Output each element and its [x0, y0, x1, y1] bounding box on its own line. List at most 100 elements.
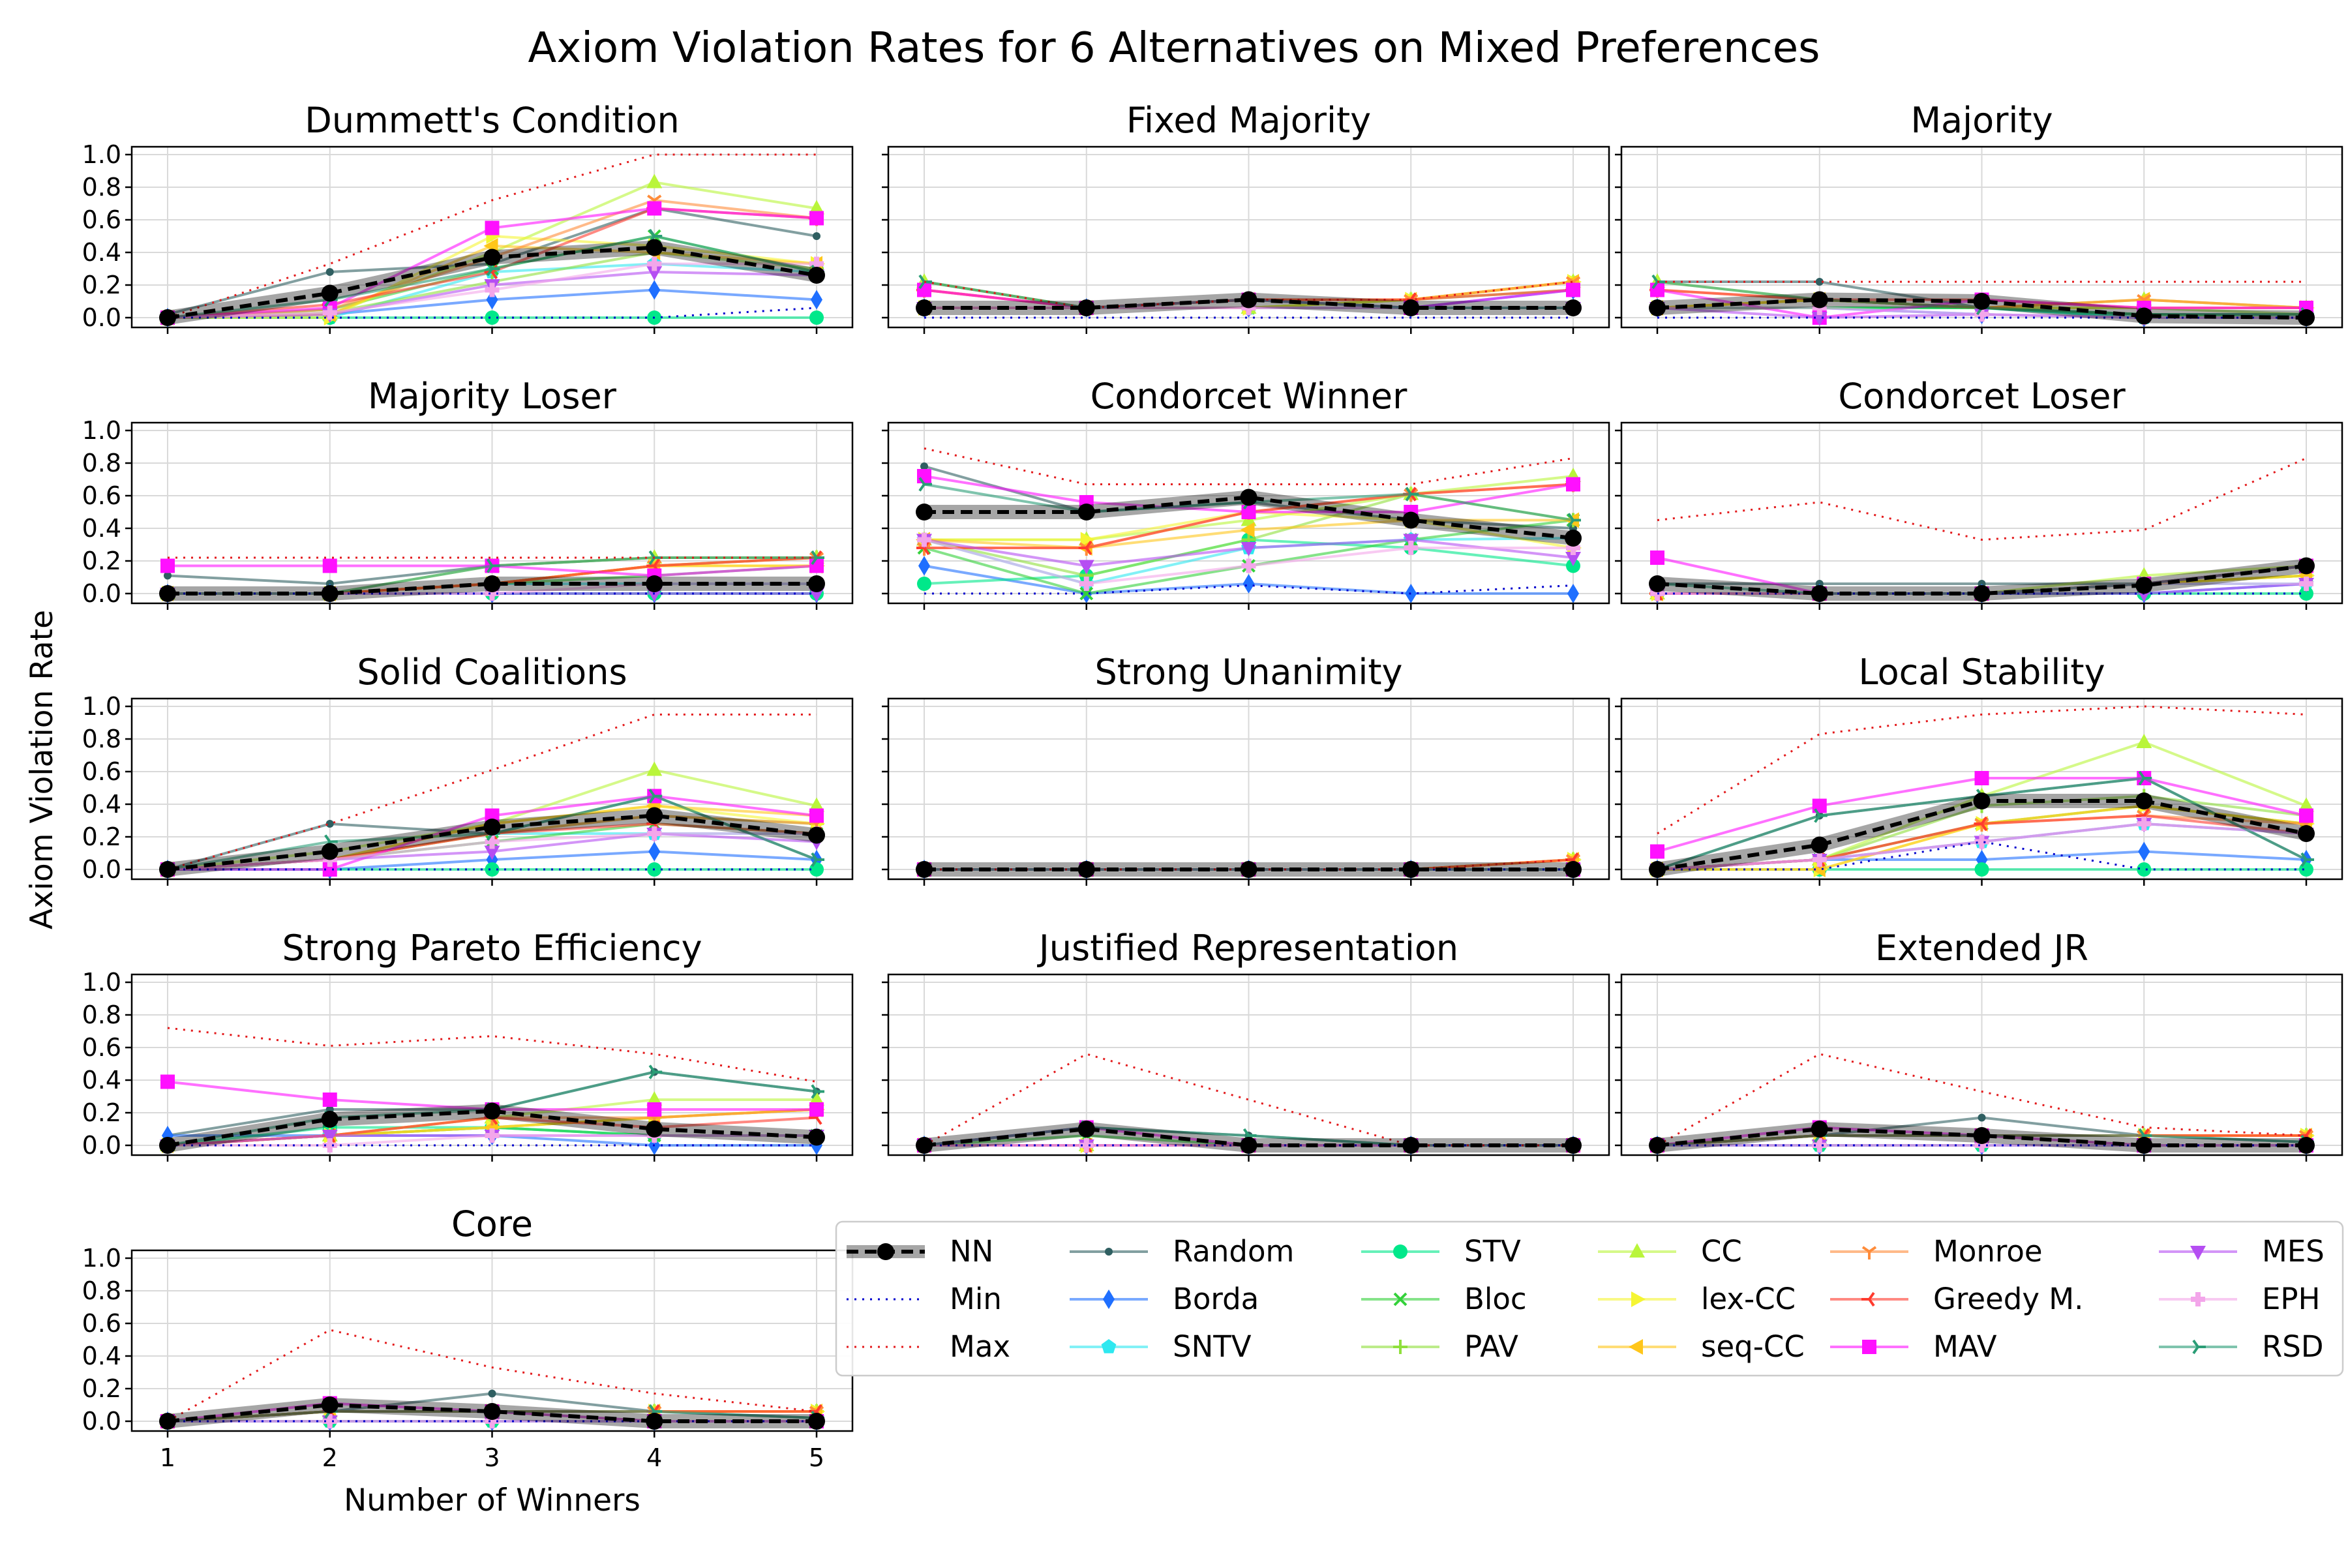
point-eph — [485, 1414, 500, 1428]
legend-label: MES — [2262, 1234, 2325, 1269]
legend-item-lex-cc: lex-CC — [1598, 1282, 1796, 1316]
y-tick-label: 0.8 — [82, 725, 121, 753]
y-tick-label: 0.6 — [82, 205, 121, 234]
legend-item-greedy-m: Greedy M. — [1830, 1282, 2083, 1316]
panel-condorcet-loser: Condorcet Loser — [1615, 376, 2343, 610]
series-group — [1649, 457, 2315, 603]
y-tick-label: 0.0 — [82, 303, 121, 332]
x-tick-label: 5 — [809, 1443, 824, 1472]
point-nn — [483, 819, 501, 836]
point-stv — [1974, 862, 1989, 877]
legend-item-random: Random — [1070, 1234, 1294, 1269]
legend-marker-borda — [1103, 1289, 1115, 1309]
line-max — [1657, 1053, 2307, 1147]
legend-marker-monroe — [1861, 1246, 1877, 1259]
point-nn — [808, 1413, 825, 1430]
point-random — [325, 820, 334, 828]
series-group — [159, 1027, 825, 1155]
grid — [132, 1250, 852, 1431]
point-eph — [809, 256, 824, 271]
series-nn — [916, 489, 1582, 547]
legend-label: MAV — [1933, 1329, 1997, 1364]
point-stv — [2299, 862, 2313, 877]
point-stv — [809, 862, 824, 877]
point-mav — [647, 1102, 662, 1117]
legend-item-borda: Borda — [1070, 1282, 1259, 1316]
point-rsd — [1405, 487, 1419, 502]
point-nn — [159, 861, 176, 878]
point-eph — [1812, 852, 1827, 867]
legend-item-cc: CC — [1598, 1234, 1742, 1269]
point-eph — [917, 532, 931, 547]
point-nn — [483, 1403, 501, 1420]
point-eph — [485, 1128, 500, 1143]
point-nn — [916, 299, 933, 316]
point-random — [1978, 1113, 1986, 1122]
point-mav — [1650, 282, 1664, 297]
point-mav — [1650, 844, 1664, 859]
legend-item-sntv: SNTV — [1070, 1329, 1252, 1364]
legend-label: Borda — [1173, 1282, 1259, 1316]
grid — [1621, 147, 2342, 327]
series-eph — [917, 532, 1580, 591]
legend-item-nn: NN — [847, 1234, 993, 1269]
series-max — [167, 714, 817, 871]
point-borda — [648, 280, 661, 300]
point-nn — [1649, 575, 1666, 592]
y-tick-label: 0.0 — [82, 1407, 121, 1436]
point-nn — [1240, 1137, 1257, 1154]
series-max — [1657, 1053, 2307, 1147]
series-max — [1657, 457, 2307, 541]
point-mav — [809, 1102, 824, 1117]
x-tick-label: 1 — [160, 1443, 175, 1472]
point-cc — [646, 1091, 663, 1106]
panels: 0.0 0.2 0.4 0.6 0.8 1.0 Dummett's Condition Fix… — [82, 100, 2343, 1518]
y-tick-label: 0.4 — [82, 514, 121, 543]
point-eph — [2299, 577, 2313, 591]
panel-title: Local Stability — [1858, 652, 2105, 693]
point-stv — [2137, 862, 2152, 877]
point-nn — [916, 1137, 933, 1154]
point-lex-cc — [1080, 532, 1095, 548]
legend-marker-rsd — [2192, 1339, 2206, 1355]
point-cc — [809, 797, 824, 812]
series-max — [924, 858, 1574, 871]
legend-label: SNTV — [1173, 1329, 1252, 1364]
point-nn — [1565, 299, 1582, 316]
legend-item-eph: EPH — [2159, 1282, 2320, 1316]
y-axis-label: Axiom Violation Rate — [24, 610, 60, 929]
series-group — [916, 1053, 1582, 1155]
point-nn — [321, 1111, 339, 1128]
point-nn — [2135, 792, 2153, 809]
series-nn — [159, 1396, 825, 1430]
y-tick-label: 0.8 — [82, 1001, 121, 1029]
point-nn — [1973, 293, 1991, 310]
series-nn — [1649, 291, 2315, 326]
point-greedy-m — [1078, 540, 1092, 556]
y-tick-label: 0.8 — [82, 1276, 121, 1305]
point-nn — [1811, 836, 1828, 854]
grid — [888, 699, 1609, 879]
point-borda — [1242, 574, 1255, 594]
legend-marker-mes — [2190, 1246, 2206, 1260]
panel-strong-pareto-efficiency: 0.0 0.2 0.4 0.6 0.8 1.0 Strong Pareto Efficien… — [82, 927, 854, 1162]
x-tick-label: 4 — [646, 1443, 662, 1472]
legend-marker-lex-cc — [1631, 1291, 1646, 1307]
point-mes — [1811, 312, 1828, 326]
point-nn — [483, 575, 501, 592]
series-nn — [159, 1102, 825, 1154]
point-mav — [1974, 771, 1989, 785]
y-tick-label: 0.6 — [82, 1033, 121, 1062]
legend-item-stv: STV — [1361, 1234, 1521, 1269]
point-nn — [646, 575, 663, 592]
point-nn — [2298, 1137, 2315, 1154]
y-tick-label: 0.6 — [82, 1309, 121, 1338]
point-eph — [1974, 834, 1989, 849]
legend-item-pav: PAV — [1361, 1329, 1518, 1364]
y-tick-label: 0.4 — [82, 238, 121, 267]
point-nn — [646, 1413, 663, 1430]
point-nn — [1811, 291, 1828, 309]
panel-strong-unanimity: Strong Unanimity — [882, 652, 1610, 886]
line-min — [168, 307, 817, 319]
legend-marker-mav — [1862, 1340, 1876, 1354]
